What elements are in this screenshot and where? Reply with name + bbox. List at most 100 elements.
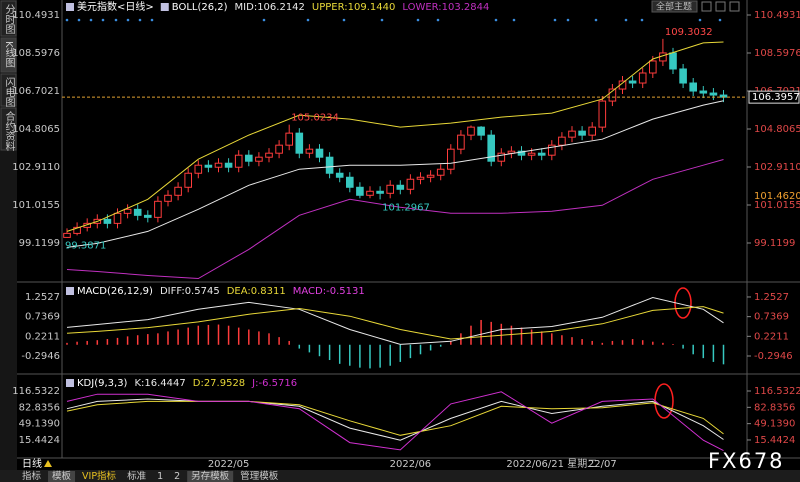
y-tick-label: 0.7369 [754, 312, 789, 323]
y-tick-label: -0.2946 [21, 351, 60, 362]
tab-bg[interactable] [0, 37, 17, 73]
y-tick-label: 102.9110 [12, 162, 60, 173]
tab[interactable]: 闪电图 [3, 76, 15, 108]
candle-body [63, 232, 71, 238]
y-tick-label: 108.5976 [754, 48, 800, 59]
event-dot [640, 18, 644, 22]
candle-body [406, 178, 415, 190]
toolbar-button[interactable]: 模板 [52, 470, 72, 482]
legend-entry: D:27.9528 [193, 378, 245, 389]
period-arrow[interactable] [44, 460, 52, 467]
candle-body [325, 156, 334, 174]
y-tick-label: 102.9110 [754, 162, 800, 173]
toolbar-button-bg[interactable] [187, 471, 234, 482]
y-tick-label: 0.7369 [25, 312, 60, 323]
candle-body [497, 152, 506, 162]
event-dot [150, 18, 154, 22]
candle-body [517, 150, 526, 156]
y-tick-label: 49.1390 [754, 419, 795, 430]
tab-bg[interactable] [0, 107, 17, 151]
toolbar-button[interactable]: 另存模板 [191, 470, 230, 482]
legend-entry: MACD(26,12,9) [77, 286, 153, 297]
toolbar-button[interactable]: 2 [174, 471, 180, 482]
toolbar-bg [0, 470, 800, 482]
event-dot [553, 18, 557, 22]
toolbar-button[interactable]: VIP指标 [82, 470, 117, 482]
candle-body [426, 174, 435, 178]
event-dot [594, 18, 598, 22]
tab-bg[interactable] [0, 0, 17, 37]
candle-body [315, 148, 324, 158]
candle-body [144, 214, 152, 218]
y-tick-label: 108.5976 [12, 48, 60, 59]
y-tick-label: 1.2527 [754, 292, 789, 303]
candle-body [588, 126, 597, 136]
y-tick-label: 15.4424 [754, 435, 795, 446]
watermark: FX678 [708, 449, 785, 473]
toolbar-button-bg[interactable] [48, 471, 76, 482]
candle-body [598, 100, 607, 128]
candle-body [346, 176, 354, 188]
y-tick-label: 106.7021 [12, 86, 60, 97]
event-dot [77, 18, 81, 22]
legend-entry: UPPER:109.1440 [312, 2, 395, 13]
candle-body [366, 190, 374, 196]
extreme-label: 101.2967 [382, 202, 430, 213]
toolbar-button[interactable]: 1 [157, 471, 163, 482]
icon[interactable] [729, 1, 740, 12]
tab[interactable]: K线图 [3, 41, 15, 68]
y-tick-label: 0.2211 [25, 331, 60, 342]
event-dot [101, 18, 105, 22]
indicator-line [66, 306, 724, 340]
candle-body [628, 80, 637, 84]
x-tick-label: 2022/06 [390, 459, 432, 470]
icon[interactable] [715, 1, 726, 12]
event-dot [138, 18, 142, 22]
toolbar-button[interactable]: 管理模板 [240, 470, 279, 482]
y-tick-label: 15.4424 [19, 435, 60, 446]
event-dot [89, 18, 93, 22]
candle-body [649, 60, 657, 74]
candle-body [537, 152, 546, 156]
toolbar-button[interactable]: 标准 [127, 470, 147, 482]
tab[interactable]: 合约资料 [3, 110, 15, 152]
candle-body [608, 88, 617, 102]
y-tick-label: 99.1199 [754, 238, 795, 249]
candle-body [618, 80, 627, 90]
event-dot [306, 18, 310, 22]
y-tick-label: 104.8065 [12, 124, 60, 135]
candle-body [447, 148, 455, 170]
indicator-line [66, 296, 724, 345]
event-dot [114, 18, 118, 22]
tab-bg[interactable] [0, 73, 17, 107]
tab[interactable]: 分时图 [3, 4, 15, 35]
y-tick-label: 101.0155 [12, 200, 60, 211]
candle-body [689, 82, 698, 92]
legend-entry: BOLL(26,2) [172, 2, 228, 13]
icon[interactable] [701, 1, 712, 12]
candle-body [487, 134, 495, 162]
x-tick-label: 2022/05 [208, 459, 250, 470]
period-label[interactable]: 日线 [22, 457, 42, 470]
theme-button[interactable]: 全部主题 [656, 1, 692, 13]
candle-body [133, 208, 142, 216]
last-price-label: 106.3957 [752, 92, 800, 103]
toolbar-button[interactable]: 指标 [22, 470, 42, 482]
indicator-line [66, 159, 724, 280]
extreme-label: 109.3032 [665, 27, 713, 38]
y-tick-label: 82.8356 [19, 402, 60, 413]
event-dot [718, 18, 722, 22]
x-tick-label: 2022/06/21 星期二 [506, 458, 597, 470]
indicator-line [66, 41, 724, 232]
event-dot [65, 18, 69, 22]
extreme-label: 99.3871 [65, 241, 106, 252]
legend-entry: MID:106.2142 [235, 2, 305, 13]
candle-body [568, 130, 576, 138]
theme-button-bg[interactable] [651, 0, 698, 13]
event-dot [512, 18, 516, 22]
extreme-label: 105.0234 [291, 113, 339, 124]
header-icon [66, 3, 74, 11]
legend-entry: DIFF:0.5745 [160, 286, 220, 297]
y-tick-label: 104.8065 [754, 124, 800, 135]
